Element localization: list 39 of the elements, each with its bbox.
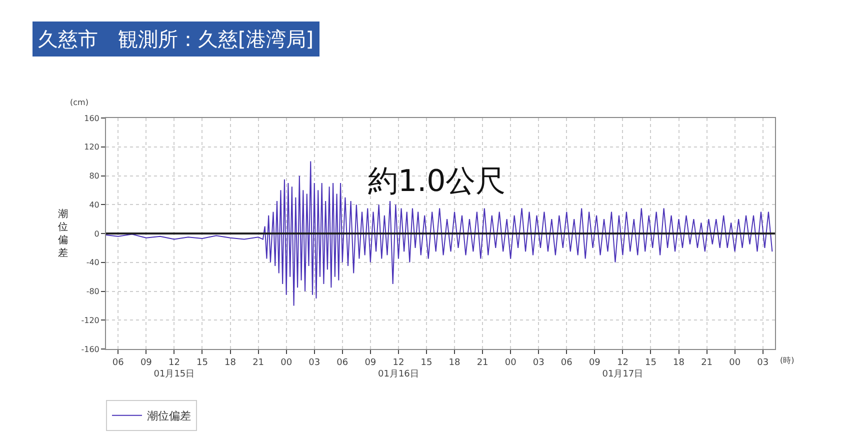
y-tick-label: -160: [81, 344, 100, 354]
x-tick-label: 03: [532, 358, 544, 368]
x-tick-label: 09: [364, 358, 376, 368]
x-tick-label: 09: [588, 358, 601, 368]
x-tick-label: 15: [196, 358, 208, 368]
y-tick-label: 80: [89, 172, 100, 181]
y-tick-label: -40: [86, 258, 100, 268]
chart-title: 久慈市 観測所：久慈[港湾局]: [38, 27, 314, 51]
x-tick-label: 21: [476, 358, 488, 368]
x-tick-label: 18: [673, 358, 685, 368]
x-tick-label: 15: [645, 358, 656, 368]
y-tick-label: 120: [84, 142, 100, 152]
x-tick-label: 18: [224, 358, 236, 368]
x-tick-label: 12 01月16日: [378, 358, 419, 380]
x-tick-label: 15: [420, 358, 432, 368]
x-tick-label: 12 01月15日: [154, 358, 195, 380]
x-tick-label: 03: [757, 358, 769, 368]
y-tick-label: 0: [94, 229, 100, 238]
x-tick-label: 06: [560, 358, 573, 368]
x-tick-label: 03: [308, 358, 320, 368]
x-tick-label: 21: [701, 358, 713, 368]
x-tick-label: 09: [140, 358, 152, 368]
y-tick-label: 160: [84, 114, 100, 123]
y-tick-label: -120: [81, 316, 100, 325]
x-tick-label: 12 01月17日: [602, 358, 644, 380]
x-tick-label: 00: [504, 358, 517, 368]
x-tick-label: 21: [252, 358, 264, 368]
y-tick-label: -80: [86, 287, 100, 296]
x-tick-label: 18: [448, 358, 461, 368]
legend-label: 潮位偏差: [147, 410, 191, 423]
x-tick-label: 06: [336, 358, 348, 368]
text: (cm): [70, 98, 88, 107]
x-tick-label: 00: [729, 358, 741, 368]
annotation: 約1.0公尺: [368, 164, 506, 199]
x-tick-label: 00: [280, 358, 292, 368]
x-tick-label: 06: [112, 358, 124, 368]
y-axis-title: 潮位偏差: [58, 208, 68, 259]
y-tick-label: 40: [89, 200, 100, 210]
text: (時): [780, 356, 794, 365]
